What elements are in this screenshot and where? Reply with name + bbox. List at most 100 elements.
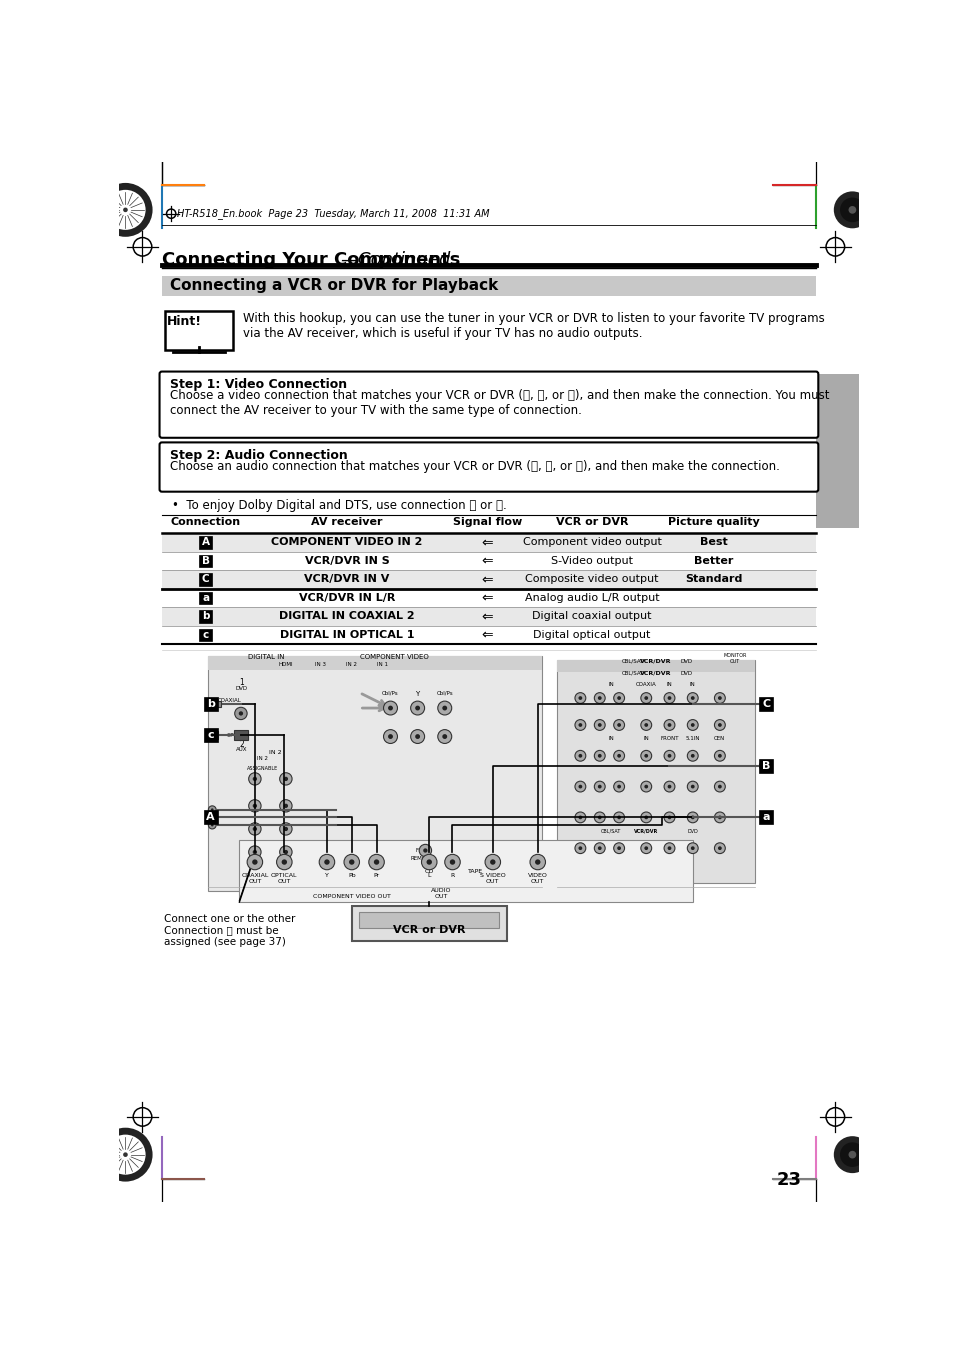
Circle shape	[415, 705, 419, 711]
Circle shape	[575, 812, 585, 823]
Text: Cbl/Ps: Cbl/Ps	[436, 690, 453, 696]
Text: TAPE: TAPE	[468, 869, 483, 874]
Circle shape	[690, 696, 694, 700]
Text: Fn II: Fn II	[416, 848, 427, 852]
Circle shape	[714, 812, 724, 823]
Circle shape	[279, 800, 292, 812]
Text: COMPONENT VIDEO IN 2: COMPONENT VIDEO IN 2	[271, 538, 422, 547]
Text: ⇐: ⇐	[481, 590, 493, 605]
Text: ASSIGNABLE: ASSIGNABLE	[247, 766, 278, 770]
Circle shape	[613, 843, 624, 854]
Circle shape	[640, 693, 651, 704]
Circle shape	[686, 750, 698, 761]
Text: R: R	[450, 873, 455, 878]
Text: C: C	[761, 700, 770, 709]
Bar	[557, 659, 754, 882]
Text: ⇐: ⇐	[481, 573, 493, 586]
Circle shape	[253, 804, 256, 808]
Text: Pr: Pr	[373, 873, 379, 878]
Bar	[239, 840, 692, 902]
Text: Step 1: Video Connection: Step 1: Video Connection	[170, 378, 346, 390]
Text: REMOTE: REMOTE	[410, 855, 433, 861]
Text: Y: Y	[416, 690, 419, 697]
Circle shape	[208, 813, 216, 821]
Circle shape	[578, 696, 581, 700]
Text: C: C	[202, 574, 210, 585]
Text: Connect one or the other
Connection ⓑ must be
assigned (see page 37): Connect one or the other Connection ⓑ mu…	[164, 913, 295, 947]
Circle shape	[283, 804, 288, 808]
Circle shape	[640, 781, 651, 792]
Circle shape	[686, 693, 698, 704]
Text: b: b	[207, 700, 214, 709]
Bar	[162, 534, 815, 551]
Text: OPTICAL: OPTICAL	[226, 732, 249, 738]
Circle shape	[714, 720, 724, 731]
FancyBboxPatch shape	[159, 442, 818, 492]
Text: VCR/DVR IN V: VCR/DVR IN V	[304, 574, 390, 585]
Bar	[208, 731, 217, 739]
Text: COAXIA: COAXIA	[636, 682, 656, 688]
Circle shape	[344, 854, 359, 870]
Circle shape	[437, 701, 452, 715]
Circle shape	[578, 816, 581, 819]
Text: Picture quality: Picture quality	[667, 517, 760, 527]
Text: CBL/SAT: CBL/SAT	[600, 828, 621, 834]
Text: IN: IN	[608, 736, 614, 742]
Text: Standard: Standard	[684, 574, 742, 585]
Text: DVD: DVD	[235, 685, 248, 690]
Bar	[208, 655, 541, 670]
Circle shape	[575, 781, 585, 792]
Circle shape	[643, 696, 647, 700]
Circle shape	[686, 720, 698, 731]
Circle shape	[123, 208, 128, 212]
Text: Best: Best	[700, 538, 727, 547]
Circle shape	[594, 843, 604, 854]
FancyBboxPatch shape	[199, 573, 212, 585]
Circle shape	[613, 693, 624, 704]
Circle shape	[281, 859, 287, 865]
Circle shape	[613, 720, 624, 731]
Text: DIGITAL IN OPTICAL 1: DIGITAL IN OPTICAL 1	[279, 630, 414, 640]
Text: IN 3: IN 3	[314, 662, 326, 667]
Circle shape	[410, 730, 424, 743]
Circle shape	[283, 777, 288, 781]
Text: FRONT: FRONT	[659, 736, 678, 742]
Circle shape	[598, 754, 601, 758]
Circle shape	[211, 808, 213, 811]
Circle shape	[640, 812, 651, 823]
Text: Choose a video connection that matches your VCR or DVR (Ⓐ, Ⓑ, or Ⓒ), and then ma: Choose a video connection that matches y…	[170, 389, 828, 417]
Circle shape	[663, 720, 674, 731]
Text: COMPONENT VIDEO OUT: COMPONENT VIDEO OUT	[313, 894, 391, 900]
Circle shape	[437, 730, 452, 743]
Circle shape	[594, 750, 604, 761]
Circle shape	[686, 781, 698, 792]
Circle shape	[276, 854, 292, 870]
Circle shape	[663, 812, 674, 823]
Circle shape	[718, 723, 721, 727]
Circle shape	[449, 859, 455, 865]
Circle shape	[374, 859, 379, 865]
Circle shape	[594, 693, 604, 704]
Circle shape	[667, 696, 671, 700]
Circle shape	[718, 696, 721, 700]
Circle shape	[421, 854, 436, 870]
FancyBboxPatch shape	[759, 759, 773, 773]
Circle shape	[718, 816, 721, 819]
Circle shape	[643, 754, 647, 758]
Circle shape	[690, 754, 694, 758]
Bar	[162, 607, 815, 626]
Circle shape	[667, 754, 671, 758]
Circle shape	[690, 785, 694, 789]
Circle shape	[833, 192, 870, 228]
Circle shape	[640, 720, 651, 731]
Circle shape	[578, 754, 581, 758]
Circle shape	[643, 723, 647, 727]
Circle shape	[105, 190, 146, 230]
Text: OPTICAL
OUT: OPTICAL OUT	[271, 873, 297, 884]
Circle shape	[643, 785, 647, 789]
Text: CBL/SAT: CBL/SAT	[620, 659, 643, 663]
Circle shape	[761, 816, 764, 819]
Bar	[557, 659, 754, 671]
Circle shape	[324, 859, 330, 865]
Circle shape	[490, 859, 495, 865]
